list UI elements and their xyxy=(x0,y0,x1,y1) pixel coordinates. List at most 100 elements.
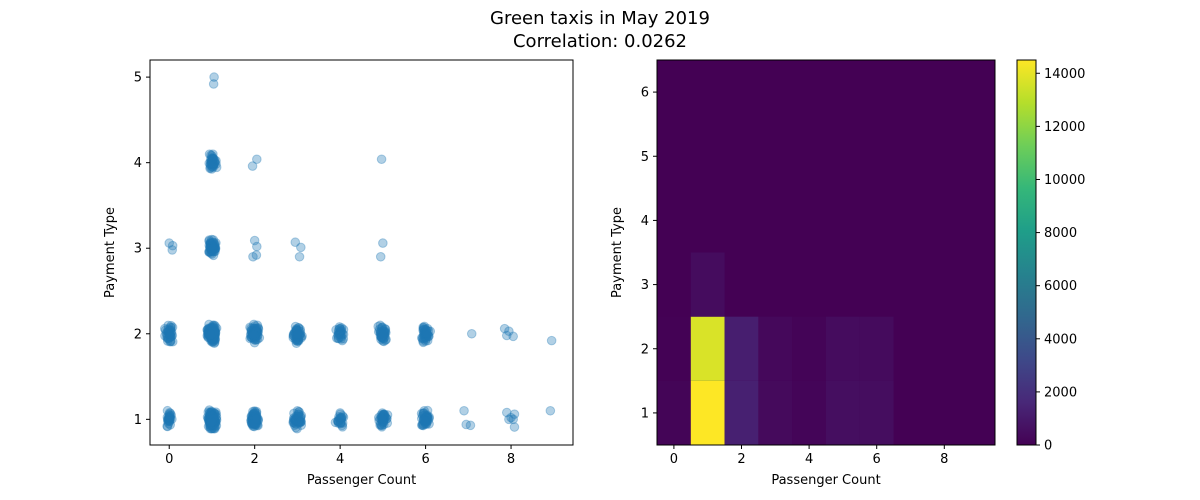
scatter-point xyxy=(293,417,304,427)
scatter-point xyxy=(249,415,260,426)
scatter-point xyxy=(421,416,432,426)
scatter-point xyxy=(419,408,429,419)
scatter-point xyxy=(250,419,261,429)
scatter-point xyxy=(249,415,260,425)
scatter-point xyxy=(247,413,258,424)
scatter-point xyxy=(291,325,302,336)
scatter-point xyxy=(421,332,432,343)
scatter-point xyxy=(208,411,218,422)
scatter-point xyxy=(337,420,347,431)
scatter-point xyxy=(252,241,262,252)
scatter-point xyxy=(504,414,514,425)
scatter-point xyxy=(291,422,301,433)
scatter-point xyxy=(162,326,173,337)
scatter-point xyxy=(210,330,220,341)
scatter-point xyxy=(251,327,262,337)
scatter-point xyxy=(162,336,173,346)
scatter-point xyxy=(249,410,260,421)
scatter-point xyxy=(205,410,216,420)
scatter-point xyxy=(166,336,176,347)
scatter-point xyxy=(165,413,175,423)
scatter-point xyxy=(207,335,218,346)
scatter-point xyxy=(249,417,260,428)
scatter-point xyxy=(380,324,390,334)
scatter-point xyxy=(211,412,222,423)
scatter-point xyxy=(206,418,217,429)
scatter-point xyxy=(209,330,219,341)
scatter-point xyxy=(249,334,259,345)
scatter-point xyxy=(509,409,520,420)
scatter-point xyxy=(206,417,217,427)
scatter-point xyxy=(167,240,178,251)
scatter-point xyxy=(207,244,218,254)
scatter-point xyxy=(210,242,220,253)
scatter-point xyxy=(421,416,431,427)
scatter-point xyxy=(208,235,219,245)
scatter-point xyxy=(421,414,431,425)
scatter-point xyxy=(249,411,259,422)
scatter-point xyxy=(160,323,170,334)
scatter-point xyxy=(338,324,349,335)
scatter-point xyxy=(333,333,343,344)
scatter-point xyxy=(209,156,220,167)
scatter-point xyxy=(294,325,304,336)
scatter-point xyxy=(208,332,219,343)
scatter-point xyxy=(207,327,218,337)
scatter-point xyxy=(251,328,262,338)
scatter-xlabel: Passenger Count xyxy=(307,473,416,488)
scatter-point xyxy=(164,412,175,423)
scatter-point xyxy=(377,328,388,338)
scatter-point xyxy=(165,332,175,342)
scatter-point xyxy=(206,156,217,167)
scatter-point xyxy=(204,235,215,245)
scatter-point xyxy=(207,411,217,421)
scatter-point xyxy=(419,324,429,335)
scatter-point xyxy=(252,323,262,334)
scatter-point xyxy=(251,413,261,423)
scatter-point xyxy=(422,412,433,422)
scatter-point xyxy=(418,324,429,334)
scatter-point xyxy=(206,323,217,334)
scatter-point xyxy=(208,160,219,170)
scatter-point xyxy=(207,242,218,252)
scatter-point xyxy=(381,334,391,345)
scatter-point xyxy=(250,331,261,341)
heatmap-xtick-label: 8 xyxy=(940,452,948,467)
scatter-point xyxy=(204,407,215,418)
scatter-point xyxy=(294,251,305,262)
scatter-point xyxy=(290,328,300,339)
scatter-point xyxy=(336,332,346,343)
scatter-point xyxy=(204,329,215,340)
scatter-point xyxy=(208,322,218,333)
scatter-point xyxy=(209,331,220,342)
scatter-point xyxy=(296,332,307,343)
scatter-point xyxy=(423,331,434,341)
scatter-point xyxy=(206,332,216,342)
heatmap-cell xyxy=(826,316,860,381)
scatter-point xyxy=(208,320,218,331)
scatter-point xyxy=(379,419,389,430)
figure-subtitle: Correlation: 0.0262 xyxy=(512,31,688,52)
scatter-point xyxy=(336,417,346,428)
scatter-point xyxy=(334,322,345,332)
scatter-point xyxy=(208,153,218,163)
scatter-point xyxy=(465,420,476,431)
scatter-point xyxy=(205,325,215,336)
scatter-point xyxy=(208,417,219,428)
scatter-point xyxy=(291,331,302,342)
scatter-point xyxy=(208,159,219,169)
scatter-point xyxy=(379,412,389,422)
scatter-point xyxy=(420,326,431,337)
scatter-point xyxy=(206,409,216,419)
scatter-point xyxy=(424,413,434,424)
scatter-point xyxy=(164,410,175,420)
scatter-point xyxy=(211,414,221,424)
scatter-point xyxy=(248,251,258,262)
scatter-point xyxy=(376,332,387,343)
scatter-point xyxy=(422,414,433,425)
scatter-point xyxy=(294,331,305,341)
scatter-point xyxy=(208,415,218,426)
scatter-point xyxy=(288,416,299,427)
